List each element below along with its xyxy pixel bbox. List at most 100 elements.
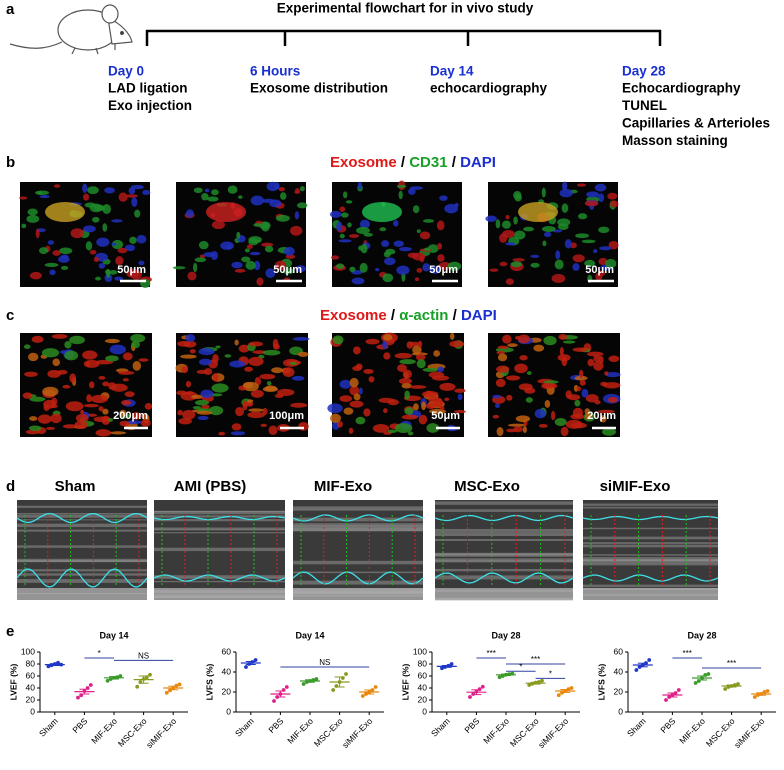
cell [47, 240, 55, 245]
echo-band [435, 568, 573, 572]
cell [201, 404, 210, 409]
cell [383, 408, 388, 414]
echo-band [293, 509, 423, 511]
cell [444, 203, 458, 214]
cell [489, 268, 499, 272]
cell [108, 418, 114, 422]
cell [292, 337, 310, 341]
cell [198, 241, 209, 250]
cell [283, 246, 295, 256]
significance-label: * [98, 649, 101, 658]
cell [226, 244, 232, 250]
cell [327, 403, 343, 414]
y-tick-label: 20 [26, 694, 36, 704]
cell [581, 239, 596, 244]
cell [393, 240, 404, 247]
cell [345, 200, 353, 204]
cell [505, 375, 521, 381]
cell [51, 334, 68, 339]
y-tick-label: 80 [418, 658, 428, 668]
cell [21, 223, 27, 229]
panel-title: Experimental flowchart for in vivo study [277, 1, 534, 16]
data-point [468, 695, 472, 699]
micrograph [488, 333, 621, 437]
echo-band [583, 584, 718, 588]
cell [433, 350, 441, 357]
cell [244, 248, 250, 253]
cell [372, 423, 390, 433]
cell [419, 254, 425, 263]
cell [515, 415, 531, 423]
cell [382, 273, 394, 283]
echo-wall [435, 588, 573, 600]
cell [218, 431, 226, 436]
cell [495, 219, 501, 229]
cell [436, 243, 443, 250]
cell [69, 335, 85, 345]
cell [449, 340, 465, 348]
cell [454, 388, 466, 393]
echo-band [435, 539, 573, 541]
y-axis-label: LVFS (%) [596, 664, 606, 701]
cell [368, 376, 375, 383]
significance-label: *** [487, 649, 496, 658]
cell [134, 209, 141, 218]
stage-item: LAD ligation [108, 81, 188, 96]
echo-band [435, 532, 573, 537]
cell [185, 380, 192, 388]
cell [439, 406, 445, 411]
cell [517, 334, 530, 344]
cell [559, 347, 564, 356]
cell [83, 193, 90, 201]
cell [409, 385, 427, 389]
echo-label: siMIF-Exo [600, 478, 671, 495]
cell [404, 407, 414, 415]
cell [60, 265, 69, 270]
cell [130, 334, 146, 343]
wall-trace [582, 515, 719, 521]
data-point [723, 687, 728, 691]
panel-label: d [6, 478, 15, 495]
cell [543, 380, 559, 384]
cell [262, 198, 275, 203]
y-axis-label: LVFS (%) [204, 664, 214, 701]
cell [98, 263, 106, 269]
echo-band [154, 519, 285, 522]
scale-bar-label: 100μm [269, 410, 304, 422]
scale-bar-label: 20μm [587, 410, 616, 422]
cell [339, 379, 352, 389]
stage-item: Capillaries & Arterioles [622, 116, 770, 131]
stage-time: Day 28 [622, 64, 666, 79]
panel-label: e [6, 623, 14, 640]
cell [351, 277, 365, 285]
cell [234, 339, 239, 346]
cell [593, 355, 601, 362]
echo-image [16, 500, 148, 600]
cell [349, 266, 356, 273]
cell [349, 400, 364, 408]
cell [192, 405, 202, 410]
cell [485, 215, 497, 222]
cell [280, 192, 287, 200]
cell [212, 372, 219, 382]
cell [495, 403, 500, 409]
data-point [105, 678, 110, 683]
cell [331, 255, 340, 260]
cell [419, 231, 431, 240]
cell [574, 375, 588, 381]
cell [574, 399, 581, 407]
cell [382, 340, 388, 350]
cell [453, 410, 466, 414]
cell [238, 344, 250, 353]
cell [428, 371, 445, 378]
echo-band [17, 512, 147, 515]
title-part: CD31 [409, 154, 447, 171]
cell [268, 425, 278, 435]
cell [571, 422, 587, 429]
cell [60, 254, 69, 259]
cell [294, 190, 301, 194]
cell [398, 246, 412, 252]
cell [102, 204, 111, 215]
cell [579, 369, 584, 379]
cell [57, 369, 68, 375]
